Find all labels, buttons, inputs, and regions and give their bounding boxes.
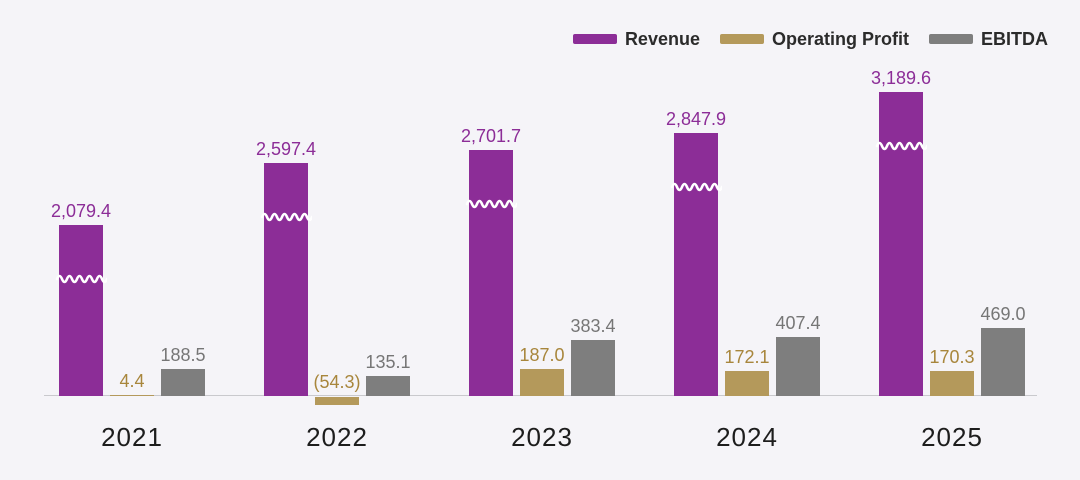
bar-revenue-2021: [59, 225, 103, 396]
x-axis-label-2025: 2025: [921, 422, 983, 452]
bar-revenue-2023: [469, 150, 513, 396]
bar-operating-profit-2023: [520, 368, 564, 396]
x-axis-label-2021: 2021: [101, 422, 163, 452]
bar-ebitda-2022: [366, 376, 410, 396]
legend-label: EBITDA: [981, 29, 1048, 49]
bar-ebitda-2023: [571, 340, 615, 396]
axis-break-marker-2025: [875, 140, 929, 152]
value-label-operating-profit-2025: 170.3: [929, 347, 975, 368]
axis-break-marker-2022: [260, 211, 314, 223]
value-label-ebitda-2023: 383.4: [570, 316, 616, 337]
value-label-revenue-2023: 2,701.7: [460, 126, 522, 147]
value-label-ebitda-2024: 407.4: [775, 312, 821, 333]
x-axis-label-2022: 2022: [306, 422, 368, 452]
legend-swatch-ebitda: [929, 34, 973, 44]
legend-swatch-revenue: [572, 34, 617, 44]
value-label-revenue-2022: 2,597.4: [255, 138, 317, 159]
value-label-operating-profit-2023: 187.0: [519, 344, 565, 365]
value-label-revenue-2021: 2,079.4: [50, 201, 112, 221]
value-label-operating-profit-2022: (54.3): [313, 372, 361, 392]
bar-operating-profit-2025: [930, 371, 974, 396]
bar-revenue-2024: [674, 132, 718, 396]
chart-legend: Revenue Operating Profit EBITDA: [572, 29, 1048, 49]
legend-item-revenue: Revenue: [572, 29, 700, 49]
axis-break-marker-2024: [670, 181, 724, 193]
bar-operating-profit-2021: [110, 395, 154, 396]
value-label-operating-profit-2021: 4.4: [119, 371, 145, 391]
value-label-revenue-2025: 3,189.6: [870, 67, 932, 88]
x-axis-label-2023: 2023: [511, 422, 573, 452]
bar-operating-profit-2022: [315, 397, 359, 405]
legend-label: Operating Profit: [771, 29, 909, 49]
value-label-ebitda-2025: 469.0: [980, 304, 1026, 324]
bar-operating-profit-2024: [725, 371, 769, 396]
bar-ebitda-2024: [776, 336, 820, 396]
x-axis-label-2024: 2024: [716, 422, 778, 452]
axis-break-marker-2023: [465, 198, 519, 210]
legend-item-operating-profit: Operating Profit: [719, 29, 909, 49]
bar-revenue-2025: [879, 91, 923, 396]
legend-swatch-operating-profit: [719, 34, 764, 44]
value-label-operating-profit-2024: 172.1: [724, 347, 770, 367]
axis-break-marker-2021: [55, 273, 109, 285]
bar-ebitda-2021: [161, 368, 205, 396]
value-label-revenue-2024: 2,847.9: [665, 108, 727, 129]
value-label-ebitda-2022: 135.1: [365, 352, 411, 373]
legend-item-ebitda: EBITDA: [929, 30, 1048, 48]
bar-ebitda-2025: [981, 328, 1025, 396]
legend-label: Revenue: [624, 29, 700, 49]
bar-revenue-2022: [264, 162, 308, 396]
value-label-ebitda-2021: 188.5: [160, 344, 206, 365]
